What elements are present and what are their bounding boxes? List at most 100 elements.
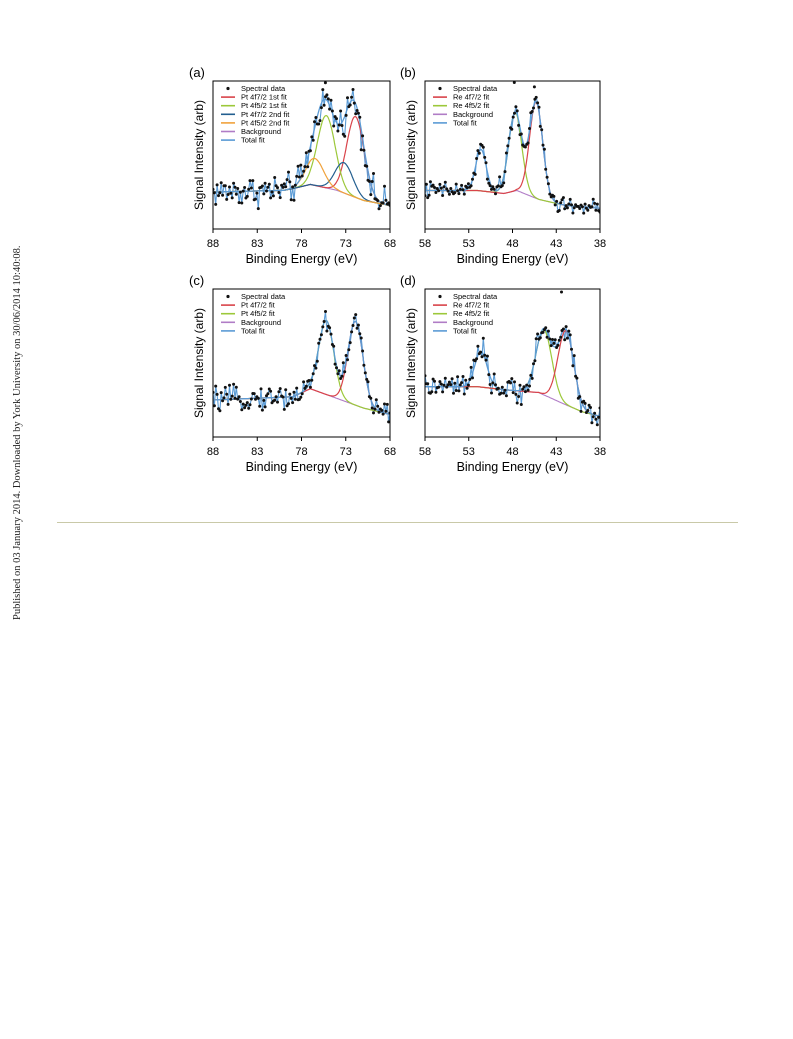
legend-item: Spectral data — [438, 84, 498, 93]
data-point — [355, 109, 359, 112]
legend-label: Re 4f7/2 fit — [453, 301, 490, 310]
data-point — [480, 355, 484, 359]
data-point — [434, 390, 438, 394]
data-point — [361, 134, 365, 138]
data-point — [578, 395, 582, 399]
data-point — [514, 105, 518, 109]
data-point — [528, 127, 531, 130]
legend-item: Spectral data — [226, 84, 286, 93]
data-point — [263, 405, 267, 409]
data-point — [336, 129, 340, 133]
data-point — [518, 383, 522, 387]
data-point — [362, 148, 366, 152]
data-trace-line — [213, 311, 390, 422]
legend-marker-dot — [438, 86, 442, 91]
legend-label: Spectral data — [453, 292, 498, 301]
data-point — [248, 179, 252, 183]
data-point — [498, 175, 502, 179]
data-point — [441, 194, 445, 197]
data-point — [552, 341, 556, 345]
data-point — [266, 185, 270, 189]
data-point — [507, 136, 511, 140]
data-point — [377, 410, 381, 414]
data-point — [281, 185, 285, 189]
data-point — [254, 397, 257, 401]
data-point — [530, 376, 534, 380]
data-point — [387, 420, 390, 424]
data-point — [492, 187, 496, 191]
data-point — [564, 204, 568, 208]
x-tick-label: 88 — [207, 238, 219, 250]
data-point — [548, 337, 552, 341]
data-point — [561, 196, 565, 200]
data-point — [277, 191, 281, 194]
data-point — [513, 111, 516, 115]
data-point — [580, 205, 584, 209]
data-point — [494, 383, 497, 387]
legend-label: Pt 4f7/2 1st fit — [241, 93, 288, 102]
data-point — [265, 189, 268, 193]
legend-item: Pt 4f7/2 2nd fit — [221, 110, 290, 119]
data-point — [597, 415, 600, 419]
data-point — [548, 192, 552, 196]
data-point — [536, 101, 540, 105]
x-tick-label: 38 — [594, 446, 606, 458]
x-tick-label: 68 — [384, 446, 396, 458]
data-point — [245, 401, 249, 405]
data-point — [230, 394, 234, 398]
data-point — [437, 189, 441, 193]
data-point — [534, 95, 538, 99]
data-point — [234, 192, 238, 196]
legend-label: Total fit — [453, 326, 478, 335]
data-point — [362, 363, 366, 367]
data-point — [509, 381, 512, 385]
data-point — [329, 98, 333, 102]
plot-area — [425, 81, 600, 215]
data-point — [532, 85, 536, 89]
data-point — [521, 387, 525, 391]
data-point — [372, 411, 375, 415]
x-axis-label: Binding Energy (eV) — [457, 460, 569, 474]
data-point — [561, 327, 565, 331]
data-point — [555, 199, 559, 203]
data-point — [252, 392, 256, 396]
data-point — [323, 81, 327, 85]
data-point — [213, 191, 216, 195]
data-point — [300, 174, 304, 178]
data-point — [354, 112, 358, 116]
y-axis-label: Signal Intensity (arb) — [404, 308, 418, 418]
legend-item: Pt 4f5/2 fit — [221, 309, 276, 318]
data-point — [248, 403, 252, 407]
legend-item: Total fit — [221, 326, 266, 335]
data-point — [267, 387, 271, 391]
data-point — [567, 202, 571, 206]
data-point — [567, 329, 571, 333]
data-point — [311, 372, 315, 376]
panel-label: (c) — [189, 273, 204, 288]
data-point — [254, 197, 257, 201]
data-point — [438, 182, 442, 186]
x-tick-label: 73 — [340, 446, 352, 458]
data-point — [503, 388, 507, 392]
data-point — [214, 202, 218, 206]
data-point — [304, 151, 308, 155]
x-tick-label: 58 — [419, 446, 431, 458]
data-point — [556, 343, 560, 347]
data-point — [266, 392, 270, 396]
legend-label: Background — [453, 318, 493, 327]
data-point — [363, 371, 367, 375]
data-point — [303, 165, 307, 169]
data-point — [292, 198, 296, 202]
data-point — [325, 93, 329, 97]
data-point — [452, 391, 455, 395]
data-point — [442, 383, 446, 387]
data-point — [583, 401, 587, 405]
data-point — [487, 373, 491, 377]
data-point — [540, 128, 544, 132]
data-point — [262, 192, 266, 196]
data-point — [269, 389, 273, 393]
data-point — [453, 191, 457, 195]
data-point — [282, 407, 286, 411]
